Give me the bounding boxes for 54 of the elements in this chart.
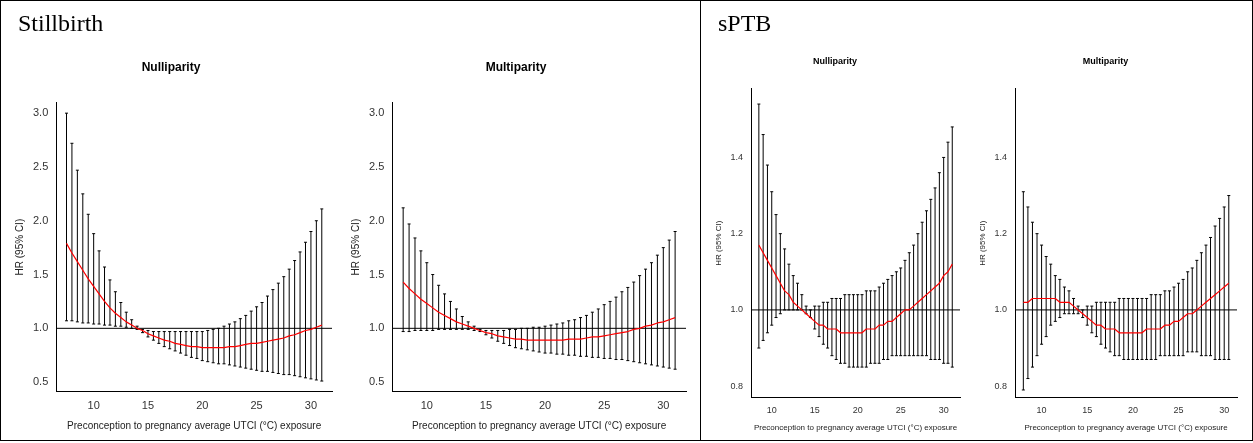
x-tick-label: 25 <box>250 399 263 412</box>
x-axis-title: Preconception to pregnancy average UTCI (°C) exposure <box>67 419 322 431</box>
chart-title: Multiparity <box>1082 55 1129 66</box>
chart-title: Nulliparity <box>812 55 858 66</box>
y-tick-label: 2.5 <box>32 159 49 172</box>
y-tick-label: 1.4 <box>730 151 744 162</box>
y-tick-label: 2.0 <box>32 213 49 226</box>
x-tick-label: 25 <box>895 405 906 416</box>
x-tick-label: 20 <box>852 405 863 416</box>
y-tick-label: 0.8 <box>730 380 744 391</box>
y-axis-title: HR (95% CI) <box>978 220 987 266</box>
y-tick-label: 1.0 <box>730 304 744 315</box>
x-axis-title: Preconception to pregnancy average UTCI (°C) exposure <box>412 419 667 431</box>
x-tick-label: 20 <box>538 399 552 412</box>
y-tick-label: 1.2 <box>994 228 1008 239</box>
y-tick-label: 0.5 <box>32 375 49 388</box>
y-tick-label: 0.5 <box>368 375 385 388</box>
y-tick-label: 2.0 <box>368 213 385 226</box>
x-axis-title: Preconception to pregnancy average UTCI (°C) exposure <box>1024 423 1229 433</box>
x-tick-label: 30 <box>938 405 949 416</box>
x-tick-label: 15 <box>479 399 493 412</box>
y-tick-label: 0.8 <box>994 380 1008 391</box>
x-tick-label: 15 <box>1082 405 1093 416</box>
x-tick-label: 15 <box>141 399 155 412</box>
x-tick-label: 10 <box>87 399 100 412</box>
x-axis-title: Preconception to pregnancy average UTCI (°C) exposure <box>753 423 958 433</box>
x-tick-label: 25 <box>1173 405 1184 416</box>
x-tick-label: 15 <box>809 405 820 416</box>
x-tick-label: 20 <box>196 399 209 412</box>
y-axis-title: HR (95% CI) <box>714 220 723 266</box>
x-tick-label: 30 <box>657 399 670 412</box>
y-axis-title: HR (95% CI) <box>349 218 361 276</box>
chart-title: Nulliparity <box>141 59 201 74</box>
x-tick-label: 10 <box>1036 405 1047 416</box>
y-tick-label: 1.5 <box>32 267 49 280</box>
y-axis-title: HR (95% CI) <box>13 218 25 276</box>
y-tick-label: 1.4 <box>994 151 1008 162</box>
y-tick-label: 2.5 <box>368 159 385 172</box>
y-tick-label: 1.0 <box>994 304 1008 315</box>
text: Stillbirth <box>18 10 104 37</box>
x-tick-label: 25 <box>598 399 611 412</box>
y-tick-label: 1.5 <box>368 267 385 280</box>
y-tick-label: 3.0 <box>368 106 385 119</box>
y-tick-label: 1.0 <box>32 321 49 334</box>
x-tick-label: 10 <box>766 405 777 416</box>
x-tick-label: 10 <box>420 399 433 412</box>
y-tick-label: 1.2 <box>730 228 744 239</box>
x-tick-label: 30 <box>304 399 318 412</box>
y-tick-label: 1.0 <box>368 321 385 334</box>
x-tick-label: 20 <box>1127 405 1138 416</box>
text: sPTB <box>718 10 772 37</box>
x-tick-label: 30 <box>1219 405 1230 416</box>
y-tick-label: 3.0 <box>32 106 49 119</box>
chart-title: Multiparity <box>485 59 547 74</box>
